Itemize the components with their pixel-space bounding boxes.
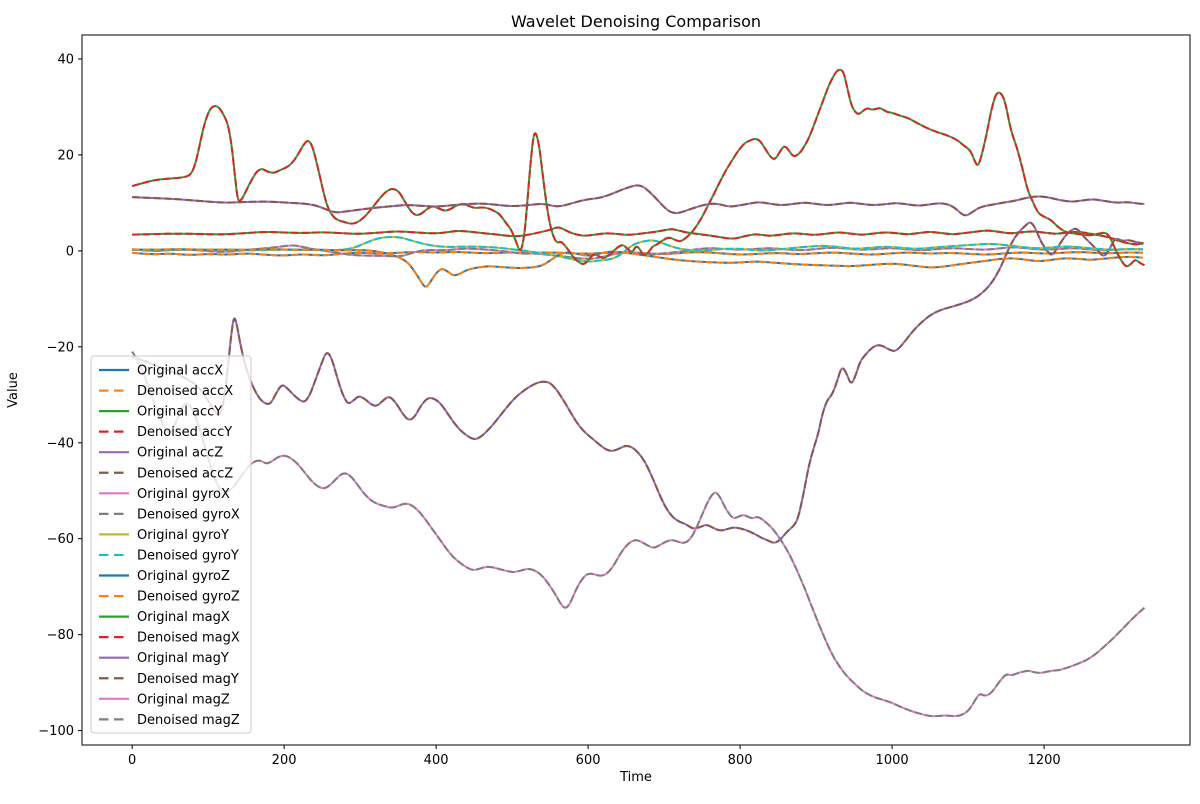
series-line-denoised-magz: [131, 351, 1146, 718]
legend-item: Original accY: [99, 405, 222, 420]
plot-area: 0 200 400 600 800 1000 120040200−20−40−60−80−1…: [38, 34, 1191, 768]
plot-border: [81, 34, 1191, 746]
legend-item: Original magX: [99, 610, 230, 625]
x-tick-label: 0: [128, 753, 136, 768]
legend-item-label: Original magZ: [137, 692, 230, 707]
legend-item-label: Denoised gyroZ: [137, 590, 240, 605]
series-line-denoised-accy: [132, 226, 1144, 246]
series-line-denoised-magy: [132, 184, 1145, 217]
legend-item-label: Original gyroY: [137, 528, 229, 543]
legend-item: Denoised accY: [99, 425, 232, 440]
legend-item-label: Denoised gyroY: [137, 548, 239, 563]
y-tick-label: −100: [38, 724, 74, 739]
legend-item: Denoised magX: [99, 631, 240, 646]
legend-item-label: Denoised accZ: [137, 466, 233, 481]
legend-item: Denoised magZ: [99, 713, 240, 728]
y-axis-label: Value: [6, 372, 21, 408]
y-tick-label: −60: [47, 532, 74, 547]
chart-title: Wavelet Denoising Comparison: [511, 12, 761, 31]
legend-item-label: Denoised gyroX: [137, 507, 240, 522]
legend-item: Denoised gyroX: [99, 507, 240, 522]
legend-item: Original magY: [99, 651, 229, 666]
y-tick-label: −20: [47, 340, 74, 355]
legend-item: Denoised gyroZ: [99, 590, 240, 605]
x-axis-label: Time: [619, 770, 652, 785]
legend-item: Original accZ: [99, 446, 223, 461]
legend-item-label: Original accY: [137, 405, 222, 420]
legend-item-label: Denoised accY: [137, 425, 232, 440]
legend-item: Original magZ: [99, 692, 230, 707]
legend: Original accX Denoised accX Original accY D…: [90, 355, 252, 734]
series-line-denoised-magx: [131, 68, 1145, 268]
legend-item-label: Original accZ: [137, 446, 223, 461]
legend-item-label: Original magX: [137, 610, 230, 625]
legend-item: Original gyroZ: [99, 569, 230, 584]
x-tick-label: 1000: [876, 753, 909, 768]
y-tick-label: 0: [66, 244, 74, 259]
x-tick-label: 200: [272, 753, 297, 768]
series-line-denoised-gyroy: [132, 236, 1143, 263]
legend-item-label: Denoised accX: [137, 384, 233, 399]
y-tick-label: 20: [57, 148, 74, 163]
legend-item: Denoised gyroY: [99, 548, 239, 563]
series-line-denoised-accz: [131, 221, 1144, 544]
legend-item: Denoised accX: [99, 384, 233, 399]
x-tick-label: 600: [576, 753, 601, 768]
legend-item-label: Denoised magY: [137, 672, 239, 687]
series-line-denoised-gyroz: [132, 248, 1143, 288]
y-tick-label: −40: [47, 436, 74, 451]
legend-item-label: Original gyroZ: [137, 569, 230, 584]
x-tick-label: 400: [424, 753, 449, 768]
legend-item: Original accX: [99, 364, 223, 379]
legend-item-label: Original gyroX: [137, 487, 230, 502]
y-tick-label: −80: [47, 628, 74, 643]
x-tick-label: 1200: [1028, 753, 1061, 768]
legend-item: Original gyroY: [99, 528, 229, 543]
legend-item-label: Denoised magZ: [137, 713, 240, 728]
legend-item: Denoised accZ: [99, 466, 233, 481]
x-tick-label: 800: [728, 753, 753, 768]
legend-box: [90, 355, 252, 734]
legend-item: Denoised magY: [99, 672, 239, 687]
y-tick-label: 40: [57, 53, 74, 68]
legend-item-label: Denoised magX: [137, 631, 240, 646]
legend-item: Original gyroX: [99, 487, 230, 502]
legend-item-label: Original magY: [137, 651, 229, 666]
legend-item-label: Original accX: [137, 364, 223, 379]
